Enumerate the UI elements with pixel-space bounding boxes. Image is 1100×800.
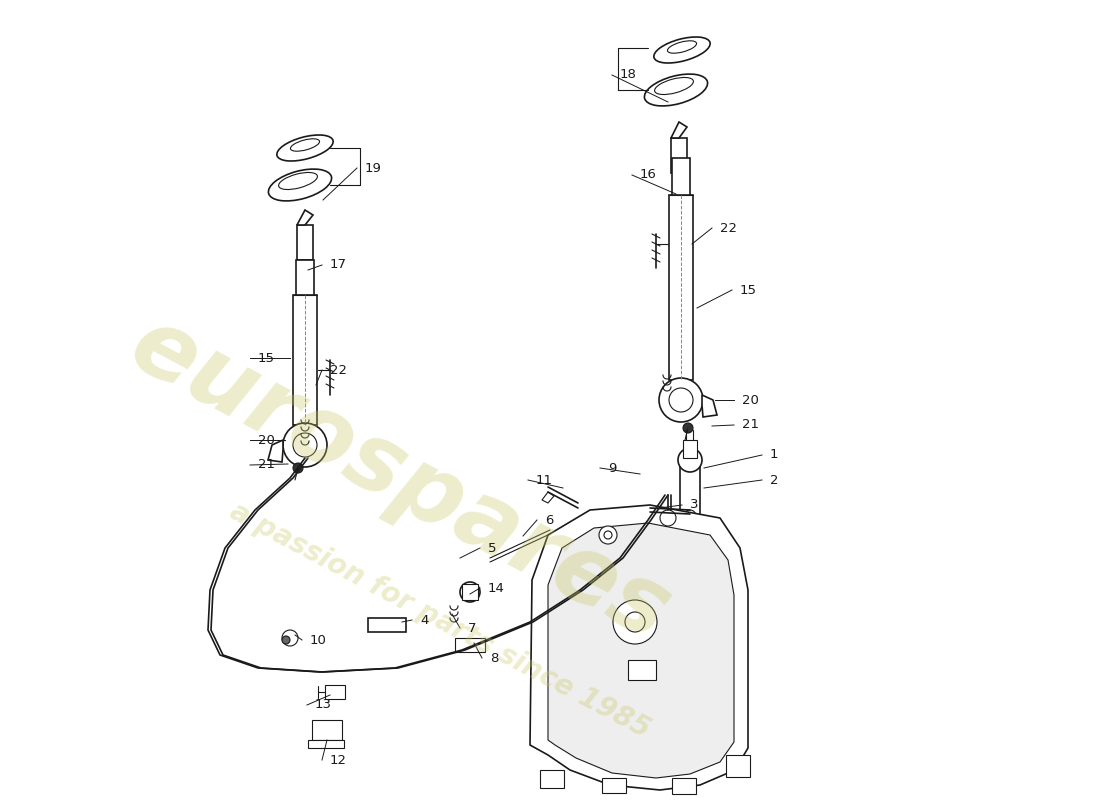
Bar — [324, 685, 345, 699]
Bar — [312, 720, 342, 740]
Bar — [368, 618, 406, 632]
Bar — [628, 660, 656, 680]
Circle shape — [669, 388, 693, 412]
Text: 12: 12 — [330, 754, 346, 766]
Bar — [462, 584, 478, 600]
Bar — [308, 740, 344, 748]
Polygon shape — [702, 395, 717, 417]
Text: 20: 20 — [258, 434, 275, 446]
Circle shape — [283, 423, 327, 467]
Polygon shape — [297, 210, 313, 225]
Ellipse shape — [290, 139, 319, 151]
Polygon shape — [548, 523, 734, 778]
Text: 20: 20 — [742, 394, 759, 406]
Circle shape — [659, 378, 703, 422]
Polygon shape — [268, 440, 283, 462]
Bar — [455, 638, 485, 652]
Circle shape — [460, 582, 480, 602]
Ellipse shape — [654, 78, 693, 94]
Polygon shape — [530, 505, 748, 790]
Bar — [297, 225, 313, 260]
Circle shape — [684, 510, 696, 522]
Text: 9: 9 — [608, 462, 616, 474]
Bar — [669, 195, 693, 380]
Ellipse shape — [645, 74, 707, 106]
Text: 17: 17 — [330, 258, 346, 271]
Text: 22: 22 — [720, 222, 737, 234]
Text: 19: 19 — [365, 162, 382, 174]
Circle shape — [678, 448, 702, 472]
Circle shape — [660, 510, 676, 526]
Circle shape — [604, 531, 612, 539]
Bar — [726, 755, 750, 777]
Text: 5: 5 — [488, 542, 496, 554]
Bar — [602, 778, 626, 793]
Text: 14: 14 — [488, 582, 505, 594]
Bar — [293, 295, 317, 425]
Text: 8: 8 — [490, 651, 498, 665]
Ellipse shape — [268, 169, 331, 201]
Polygon shape — [671, 122, 688, 138]
Bar — [680, 460, 700, 515]
Text: 1: 1 — [770, 449, 779, 462]
Ellipse shape — [668, 41, 696, 53]
Ellipse shape — [277, 135, 333, 161]
Text: 10: 10 — [310, 634, 327, 646]
Circle shape — [282, 636, 290, 644]
Bar — [683, 440, 697, 458]
Text: 13: 13 — [315, 698, 332, 711]
Bar — [672, 158, 690, 195]
Text: 15: 15 — [258, 351, 275, 365]
Text: 3: 3 — [690, 498, 698, 511]
Text: 22: 22 — [330, 363, 346, 377]
Circle shape — [293, 463, 303, 473]
Text: 21: 21 — [742, 418, 759, 431]
Text: 16: 16 — [640, 169, 657, 182]
Circle shape — [600, 526, 617, 544]
Text: 15: 15 — [740, 283, 757, 297]
Text: 2: 2 — [770, 474, 779, 486]
Text: eurospares: eurospares — [114, 299, 685, 661]
Text: 21: 21 — [258, 458, 275, 471]
Ellipse shape — [278, 173, 318, 190]
Bar — [671, 138, 688, 173]
Text: 4: 4 — [420, 614, 428, 626]
Bar — [540, 770, 564, 788]
Text: a passion for parts since 1985: a passion for parts since 1985 — [226, 497, 654, 743]
Circle shape — [293, 433, 317, 457]
Ellipse shape — [653, 37, 711, 63]
Text: 6: 6 — [544, 514, 553, 526]
Circle shape — [282, 630, 298, 646]
Text: 18: 18 — [620, 69, 637, 82]
Polygon shape — [542, 492, 554, 503]
Text: 7: 7 — [468, 622, 476, 634]
Circle shape — [683, 423, 693, 433]
Bar — [672, 778, 696, 794]
Bar — [296, 260, 314, 295]
Text: 11: 11 — [536, 474, 553, 486]
Circle shape — [613, 600, 657, 644]
Circle shape — [625, 612, 645, 632]
